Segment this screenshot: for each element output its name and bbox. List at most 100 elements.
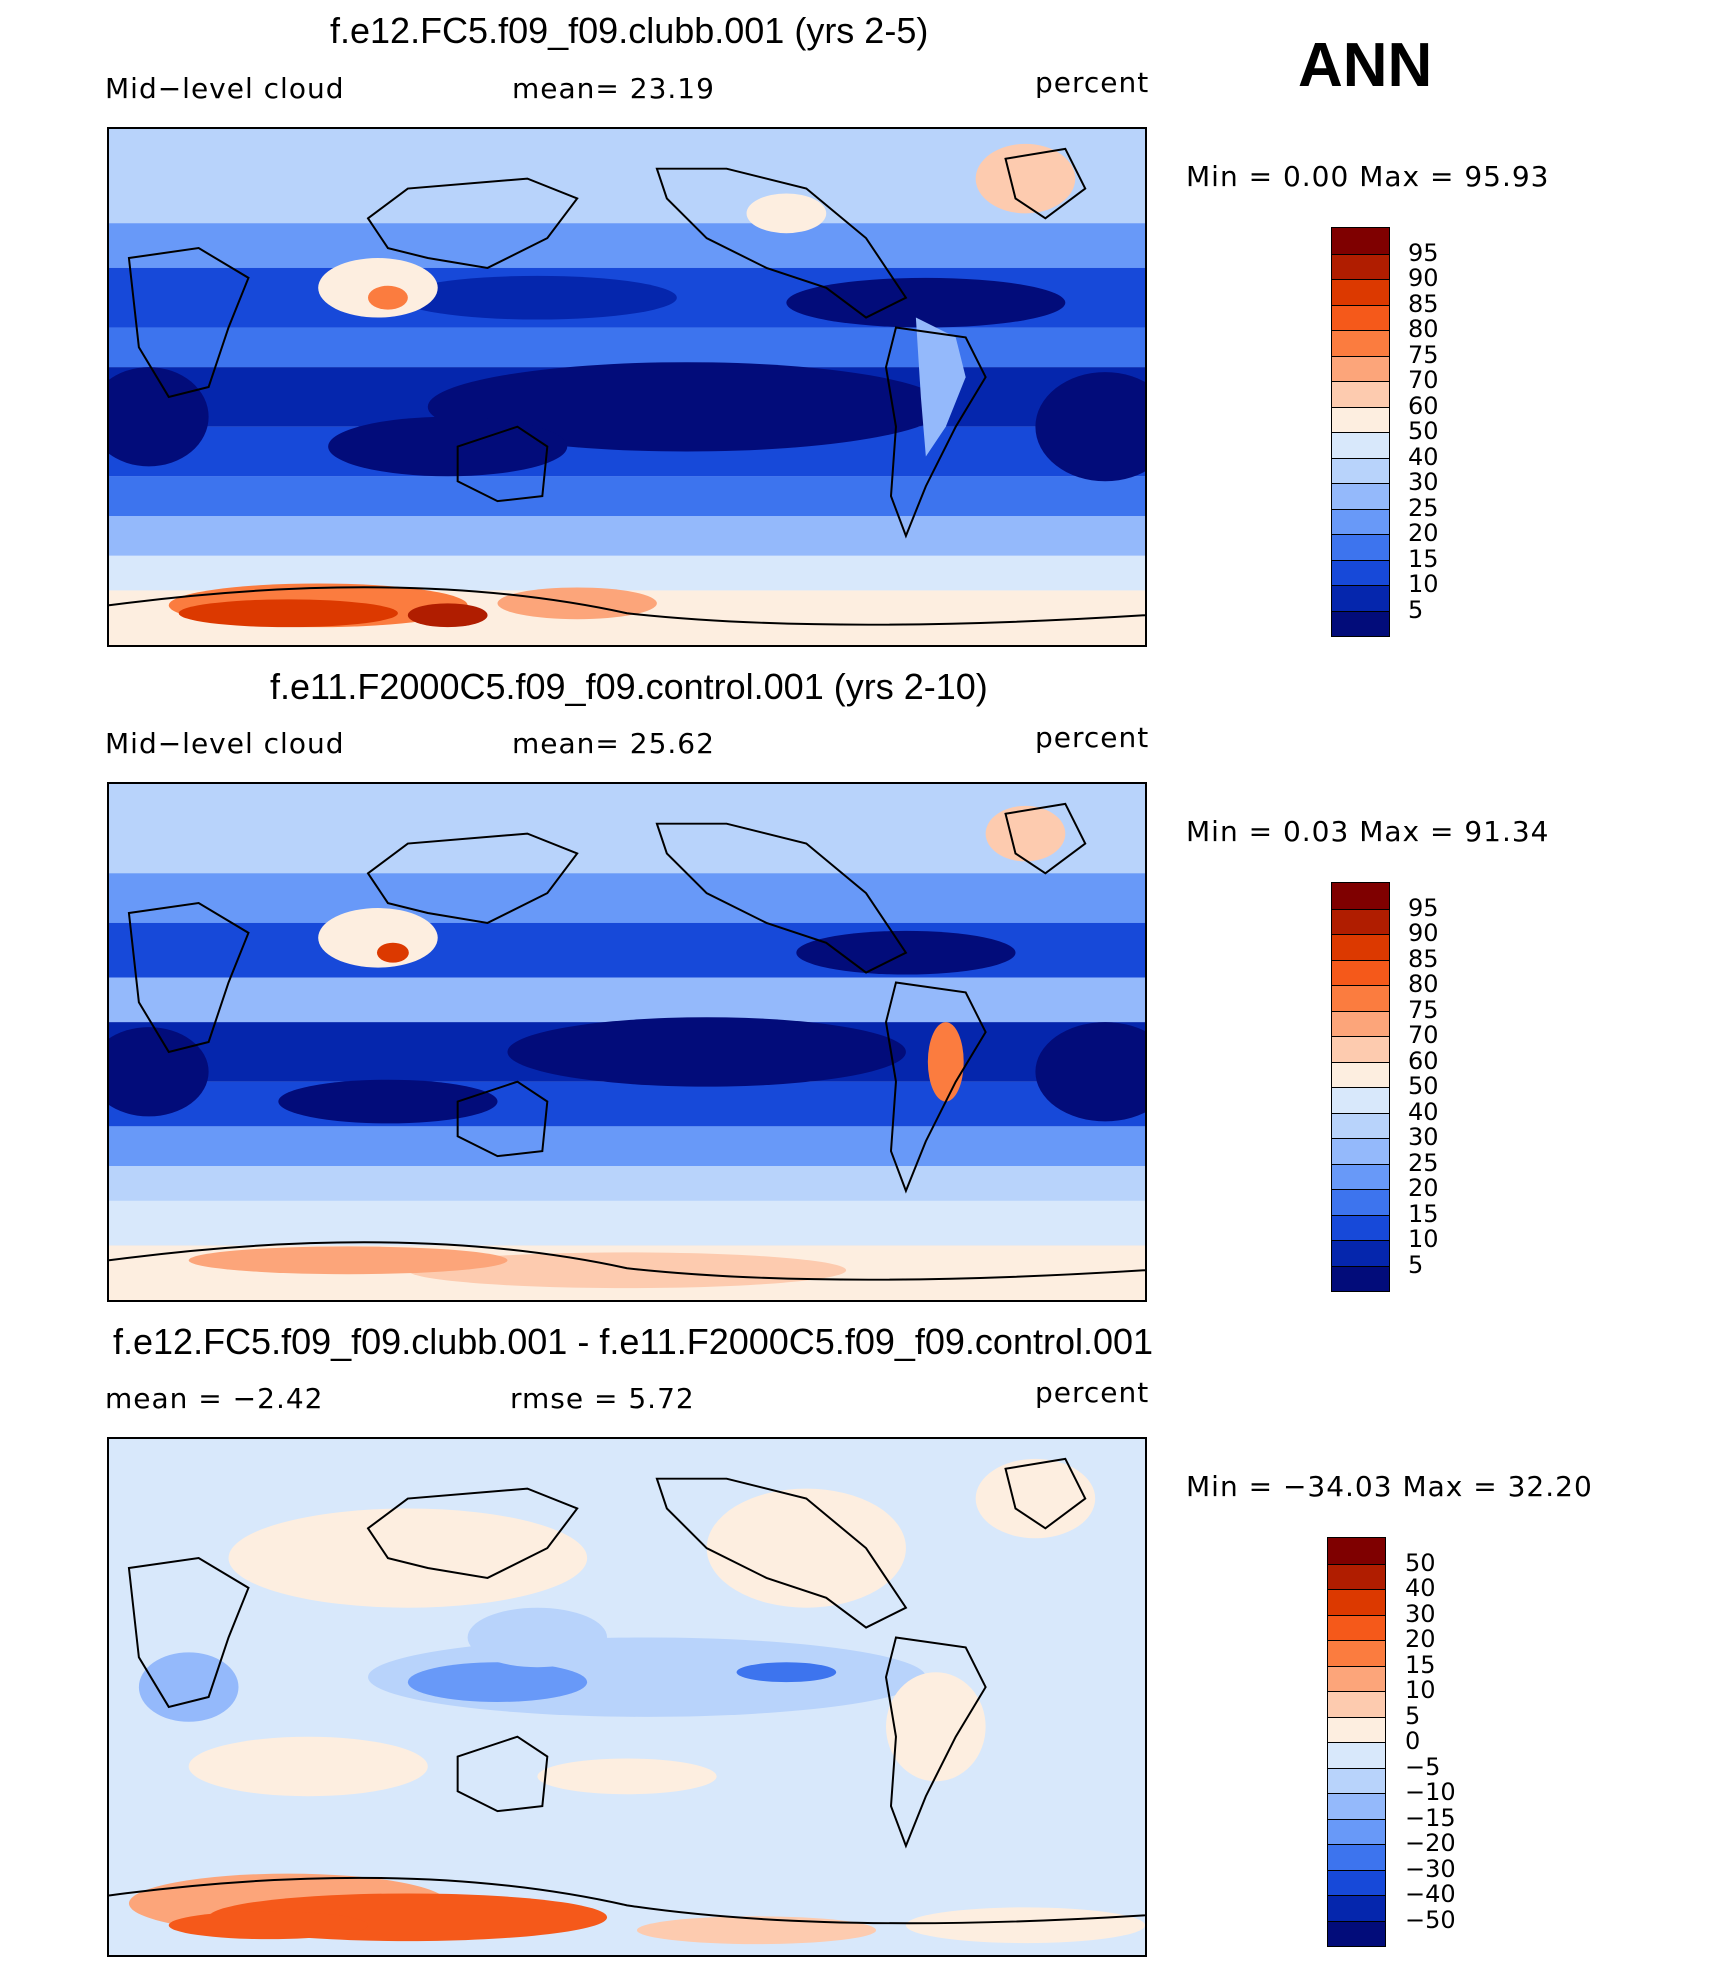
colorbar-segment [1332, 253, 1389, 279]
colorbar-label: 30 [1408, 1123, 1439, 1151]
colorbar-segment [1332, 534, 1389, 560]
panel-2-map [107, 782, 1147, 1302]
colorbar-segment [1332, 559, 1389, 585]
colorbar-label: 60 [1408, 1046, 1439, 1075]
panel-3-min-max: Min = −34.03 Max = 32.20 [1186, 1470, 1593, 1503]
colorbar-segment [1328, 1742, 1385, 1768]
panel-1-min-max: Min = 0.00 Max = 95.93 [1186, 160, 1550, 193]
colorbar-segment [1332, 883, 1389, 909]
colorbar-segment [1332, 959, 1389, 985]
colorbar-label: 10 [1408, 570, 1439, 598]
colorbar-segment [1328, 1895, 1385, 1921]
colorbar-label: 50 [1405, 1548, 1436, 1577]
panel-1-map [107, 127, 1147, 647]
panel-2-units-label: percent [1035, 721, 1150, 754]
colorbar-segment [1332, 381, 1389, 407]
colorbar-label: −20 [1405, 1829, 1456, 1857]
colorbar-label: 85 [1408, 944, 1439, 973]
colorbar-segment [1332, 330, 1389, 356]
panel-1-units-label: percent [1035, 66, 1150, 99]
colorbar-segment [1332, 304, 1389, 330]
colorbar-segment [1328, 1767, 1385, 1793]
panel-1-mean-label: mean= 23.19 [512, 72, 715, 105]
colorbar-label: −5 [1405, 1752, 1441, 1781]
colorbar-label: 30 [1405, 1599, 1436, 1628]
colorbar-label: −10 [1405, 1778, 1456, 1806]
colorbar-label: 20 [1405, 1625, 1436, 1653]
colorbar-segment [1332, 1189, 1389, 1215]
colorbar-label: 95 [1408, 893, 1439, 922]
colorbar-label: 15 [1408, 1199, 1439, 1228]
colorbar-segment [1332, 1087, 1389, 1113]
colorbar-segment [1332, 406, 1389, 432]
colorbar-segment [1328, 1691, 1385, 1717]
colorbar-segment [1332, 508, 1389, 534]
colorbar-label: 5 [1408, 1250, 1424, 1279]
colorbar-label: 75 [1408, 995, 1439, 1024]
colorbar-segment [1332, 432, 1389, 458]
colorbar-segment [1332, 457, 1389, 483]
colorbar-segment [1328, 1538, 1385, 1564]
colorbar-swatches [1331, 227, 1390, 637]
colorbar-segment [1332, 908, 1389, 934]
colorbar-segment [1332, 1240, 1389, 1266]
colorbar-label: −30 [1405, 1854, 1456, 1883]
panel-2-title: f.e11.F2000C5.f09_f09.control.001 (yrs 2… [270, 666, 988, 707]
colorbar-swatches [1327, 1537, 1386, 1947]
colorbar-segment [1332, 1112, 1389, 1138]
colorbar-label: 80 [1408, 970, 1439, 998]
colorbar-label: 0 [1405, 1727, 1421, 1755]
panel-2-mean-label: mean= 25.62 [512, 727, 715, 760]
colorbar-segment [1332, 355, 1389, 381]
colorbar-segment [1328, 1716, 1385, 1742]
colorbar-label: 10 [1405, 1676, 1436, 1704]
colorbar-label: 15 [1405, 1650, 1436, 1679]
panel-3-units-label: percent [1035, 1376, 1150, 1409]
colorbar-segment [1332, 1265, 1389, 1291]
colorbar-label: 80 [1408, 315, 1439, 343]
panel-2-min-max: Min = 0.03 Max = 91.34 [1186, 815, 1550, 848]
colorbar-segment [1332, 1138, 1389, 1164]
colorbar-segment [1328, 1640, 1385, 1666]
colorbar-segment [1332, 1163, 1389, 1189]
colorbar-label: −50 [1405, 1905, 1456, 1934]
colorbar-label: 40 [1408, 442, 1439, 471]
colorbar-label: 90 [1408, 264, 1439, 292]
colorbar-segment [1328, 1844, 1385, 1870]
colorbar-label: 20 [1408, 519, 1439, 547]
colorbar-segment [1332, 1214, 1389, 1240]
colorbar-segment [1328, 1920, 1385, 1946]
colorbar-label: 50 [1408, 1072, 1439, 1100]
colorbar-segment [1332, 985, 1389, 1011]
colorbar-segment [1328, 1665, 1385, 1691]
panel-1-title: f.e12.FC5.f09_f09.clubb.001 (yrs 2-5) [330, 10, 929, 51]
colorbar-label: 70 [1408, 1021, 1439, 1049]
colorbar-label: 20 [1408, 1174, 1439, 1202]
panel-3-rmse-label: rmse = 5.72 [510, 1382, 695, 1415]
colorbar-segment [1328, 1589, 1385, 1615]
colorbar-label: 70 [1408, 366, 1439, 394]
colorbar-label: −40 [1405, 1880, 1456, 1908]
colorbar-segment [1328, 1869, 1385, 1895]
colorbar-label: 60 [1408, 391, 1439, 420]
panel-3-map [107, 1437, 1147, 1957]
season-label: ANN [1298, 31, 1433, 100]
colorbar-segment [1332, 585, 1389, 611]
colorbar-segment [1332, 934, 1389, 960]
colorbar-label: 5 [1405, 1701, 1421, 1730]
colorbar-segment [1332, 610, 1389, 636]
colorbar-segment [1328, 1793, 1385, 1819]
colorbar-label: 40 [1405, 1574, 1436, 1602]
colorbar-label: 50 [1408, 417, 1439, 445]
colorbar-segment [1332, 279, 1389, 305]
colorbar-label: −15 [1405, 1803, 1456, 1832]
colorbar-label: 30 [1408, 468, 1439, 496]
colorbar-segment [1332, 228, 1389, 254]
panel-1-variable-label: Mid−level cloud [105, 72, 345, 105]
colorbar-label: 5 [1408, 595, 1424, 624]
colorbar-segment [1332, 1036, 1389, 1062]
panel-2-variable-label: Mid−level cloud [105, 727, 345, 760]
colorbar-segment [1332, 1061, 1389, 1087]
colorbar-label: 75 [1408, 340, 1439, 369]
colorbar-label: 85 [1408, 289, 1439, 318]
